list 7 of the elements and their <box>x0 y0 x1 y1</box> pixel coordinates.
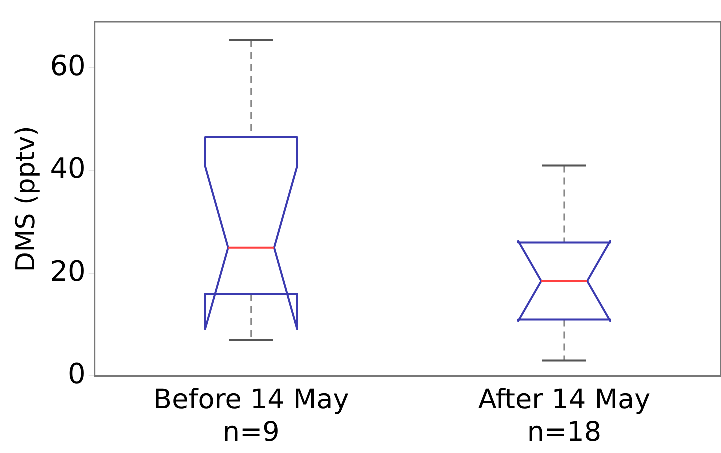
x-tick-label: After 14 May n=18 <box>478 384 651 448</box>
y-tick-label: 40 <box>50 152 86 186</box>
y-axis-title: DMS (pptv) <box>11 126 42 272</box>
y-tick-label: 0 <box>68 357 86 390</box>
y-tick-label: 20 <box>50 254 86 288</box>
y-tick-label: 60 <box>50 49 86 82</box>
x-tick-label: Before 14 May n=9 <box>154 384 350 448</box>
